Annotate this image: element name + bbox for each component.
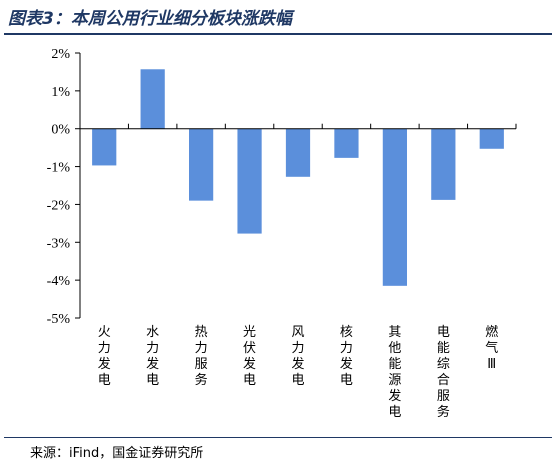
y-tick-label: -5%	[47, 312, 71, 327]
bar	[382, 128, 407, 286]
bar	[285, 128, 311, 177]
bar	[189, 128, 214, 201]
x-tick-label: 燃气 Ⅲ	[485, 324, 498, 372]
x-tick-label: 电能综合服务	[437, 325, 450, 420]
x-tick-label: 风力发电	[291, 325, 304, 388]
source-note: 来源：iFind，国金证券研究所	[30, 446, 204, 461]
title-divider	[4, 33, 552, 35]
x-tick-label: 水力发电	[146, 325, 159, 388]
x-tick-label: 热力服务	[195, 325, 208, 388]
y-tick-label: -2%	[47, 198, 71, 213]
bar	[237, 128, 262, 234]
x-tick-label: 核力发电	[340, 325, 353, 388]
y-tick-label: 0%	[51, 123, 70, 138]
bar	[92, 128, 117, 166]
y-tick-label: 2%	[51, 47, 70, 62]
bar	[479, 128, 504, 149]
source-divider	[4, 437, 552, 438]
x-tick-label: 光伏发电	[243, 325, 256, 388]
bar	[334, 128, 359, 158]
x-tick-label: 其他能源发电	[388, 325, 401, 420]
chart-title: 图表3：本周公用行业细分板块涨跌幅	[8, 9, 292, 29]
bar	[140, 69, 165, 129]
y-tick-label: -3%	[47, 236, 71, 251]
x-tick-label: 火力发电	[98, 325, 111, 388]
y-tick-label: 1%	[51, 85, 70, 100]
y-tick-label: -1%	[47, 161, 71, 176]
y-tick-label: -4%	[47, 274, 71, 289]
bar	[431, 128, 456, 200]
